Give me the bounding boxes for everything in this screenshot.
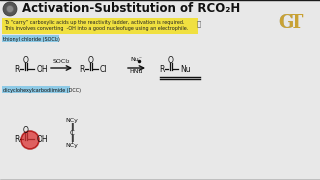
Text: ⛓: ⛓	[197, 20, 201, 27]
Text: SOCl₂: SOCl₂	[53, 59, 70, 64]
Text: R: R	[159, 64, 165, 73]
Circle shape	[6, 6, 13, 12]
Text: G: G	[278, 14, 294, 32]
Text: ‖: ‖	[70, 136, 74, 143]
Text: OH: OH	[37, 64, 49, 73]
Text: O: O	[88, 56, 94, 65]
Text: Nu⁻: Nu⁻	[130, 57, 142, 62]
Text: ‖: ‖	[70, 123, 74, 130]
Text: OH: OH	[37, 134, 49, 143]
Text: Activation-Substitution of RCO₂H: Activation-Substitution of RCO₂H	[22, 2, 240, 15]
Text: dicyclohexylcarbodiimide (DCC): dicyclohexylcarbodiimide (DCC)	[3, 87, 81, 93]
FancyBboxPatch shape	[2, 17, 197, 33]
Text: O: O	[23, 56, 29, 65]
Circle shape	[3, 2, 17, 16]
Text: R: R	[79, 64, 85, 73]
Text: To “carry” carboxylic acids up the reactivity ladder, activation is required.: To “carry” carboxylic acids up the react…	[4, 20, 185, 25]
Text: NCy: NCy	[66, 118, 78, 123]
Text: C: C	[70, 130, 74, 136]
Text: O: O	[23, 126, 29, 135]
Text: Nu: Nu	[180, 64, 191, 73]
Text: O: O	[168, 56, 174, 65]
Text: thionyl chloride (SOCl₂): thionyl chloride (SOCl₂)	[3, 37, 60, 42]
Text: G: G	[278, 14, 294, 32]
Text: R: R	[14, 64, 20, 73]
Circle shape	[21, 131, 39, 149]
Text: HNu: HNu	[129, 69, 143, 74]
Text: This involves converting  -OH into a good nucleofuge using an electrophile.: This involves converting -OH into a good…	[4, 26, 188, 30]
FancyBboxPatch shape	[2, 86, 70, 93]
Text: R: R	[14, 134, 20, 143]
FancyBboxPatch shape	[2, 35, 59, 42]
Text: NCy: NCy	[66, 143, 78, 148]
Text: T: T	[289, 14, 303, 32]
Text: Cl: Cl	[100, 64, 108, 73]
